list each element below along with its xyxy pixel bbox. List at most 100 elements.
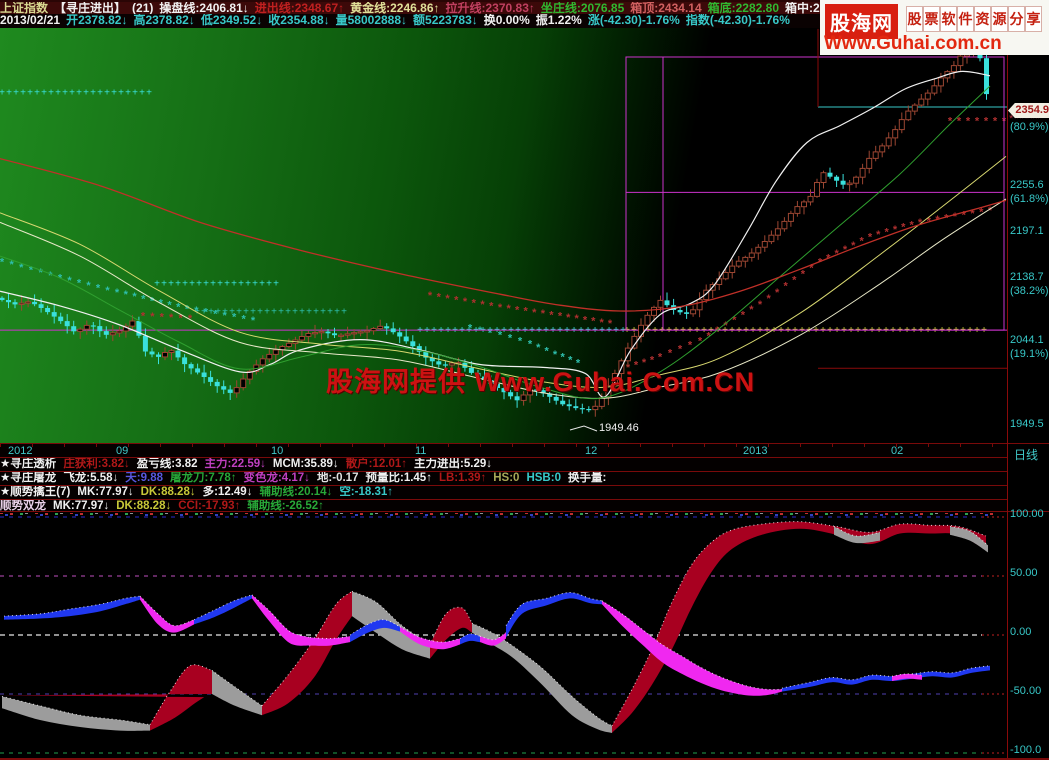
- svg-text:*: *: [893, 224, 898, 236]
- svg-text:*: *: [488, 327, 493, 339]
- quote-indicator-value: 上证指数: [0, 1, 49, 15]
- svg-text:*: *: [966, 116, 971, 128]
- indicator-row-2[interactable]: ★顺势擒王(7) MK:77.97↓ DK:88.28↓ 多:12.49↓ 辅助线:20…: [0, 485, 1007, 499]
- quote-indicator-value: 黄金线:2246.86↑: [350, 1, 440, 15]
- oscillator-axis-label: 100.00: [1010, 508, 1044, 520]
- logo-tagline-char: 分: [1008, 6, 1025, 32]
- x-axis-label[interactable]: 12: [585, 445, 598, 457]
- price-axis-label: 2197.1: [1010, 225, 1044, 237]
- oscillator-axis-label: -100.0: [1010, 744, 1042, 756]
- svg-text:*: *: [541, 308, 546, 320]
- svg-text:*: *: [650, 354, 655, 366]
- x-axis-label[interactable]: 2013: [743, 445, 768, 457]
- logo-tagline: 股票软件资源分享: [906, 6, 1046, 32]
- quote-ohlc-value: 量58002888↓: [335, 14, 408, 27]
- svg-text:*: *: [851, 240, 856, 252]
- svg-text:*: *: [194, 305, 199, 317]
- svg-text:*: *: [784, 281, 789, 293]
- indicator-value: 屠龙刀:7.78↑: [170, 472, 237, 484]
- slow-ma-2: [0, 198, 1007, 399]
- indicator-value: HSB:0: [526, 472, 561, 484]
- svg-text:+: +: [97, 87, 103, 98]
- x-axis-label[interactable]: 10: [271, 445, 284, 457]
- svg-text:*: *: [948, 116, 953, 128]
- quote-ohlc-value: 收2354.88↓: [268, 14, 330, 27]
- svg-text:*: *: [223, 310, 228, 322]
- svg-text:+: +: [292, 307, 298, 318]
- indicator-value: 空:-18.31↑: [339, 486, 393, 498]
- svg-text:+: +: [125, 87, 131, 98]
- svg-text:+: +: [208, 307, 214, 318]
- price-axis-label: 2255.6: [1010, 179, 1044, 191]
- svg-text:+: +: [27, 87, 33, 98]
- svg-text:+: +: [245, 279, 251, 290]
- main-chart-canvas[interactable]: + + + + + + + + + + + + + + + + + + + + + ++ + + + + + + + + + + + + + + + + +…: [0, 28, 1007, 443]
- indicator-row-1[interactable]: ★寻庄屠龙 飞龙:5.58↓ 天:9.88 屠龙刀:7.78↑ 变色龙:4.17↓ 地:-…: [0, 471, 1007, 485]
- indicator-value: MK:77.97↓: [53, 500, 110, 512]
- pane-border: [0, 443, 1049, 444]
- svg-text:+: +: [215, 307, 221, 318]
- oscillator-canvas[interactable]: [0, 511, 1007, 758]
- svg-text:+: +: [210, 279, 216, 290]
- svg-text:+: +: [278, 307, 284, 318]
- svg-text:*: *: [241, 313, 246, 325]
- svg-text:*: *: [141, 311, 146, 323]
- oscillator-pane[interactable]: [0, 511, 1007, 758]
- svg-text:*: *: [29, 265, 34, 277]
- svg-text:*: *: [885, 227, 890, 239]
- svg-text:*: *: [576, 358, 581, 370]
- svg-text:*: *: [472, 298, 477, 310]
- svg-text:*: *: [67, 275, 72, 287]
- svg-text:*: *: [132, 291, 137, 303]
- svg-text:+: +: [327, 307, 333, 318]
- x-axis-label[interactable]: 02: [891, 445, 904, 457]
- svg-text:*: *: [608, 318, 613, 330]
- indicator-value: 换手量:: [567, 472, 607, 484]
- main-price-axis: [1007, 28, 1049, 443]
- svg-text:*: *: [979, 207, 984, 219]
- indicator-value: 主力进出:5.29↓: [414, 458, 493, 470]
- svg-text:+: +: [34, 87, 40, 98]
- svg-text:+: +: [13, 87, 19, 98]
- svg-text:+: +: [236, 307, 242, 318]
- svg-text:+: +: [69, 87, 75, 98]
- ma-lines: [0, 70, 1007, 400]
- svg-text:*: *: [566, 312, 571, 324]
- x-axis-label[interactable]: 2012: [8, 445, 33, 457]
- quote-indicator-value: 坐庄线:2076.85: [540, 1, 625, 15]
- main-candlestick-chart[interactable]: + + + + + + + + + + + + + + + + + + + + + + + + + + + + + + + + + + + + + + + +…: [0, 28, 1007, 443]
- svg-text:+: +: [146, 87, 152, 98]
- svg-text:+: +: [0, 87, 5, 98]
- svg-text:*: *: [437, 292, 442, 304]
- svg-text:*: *: [124, 289, 129, 301]
- svg-text:*: *: [749, 304, 754, 316]
- indicator-value: CCI:-17.93↑: [178, 500, 241, 512]
- svg-text:*: *: [568, 355, 573, 367]
- indicator-row-3[interactable]: 顺势双龙 MK:77.97↓ DK:88.28↓ CCI:-17.93↑ 辅助线:-26…: [0, 499, 1007, 513]
- indicator-value: 地:-0.17: [316, 472, 359, 484]
- x-axis-label[interactable]: 09: [116, 445, 129, 457]
- svg-text:*: *: [188, 313, 193, 325]
- svg-text:*: *: [591, 316, 596, 328]
- svg-text:+: +: [320, 307, 326, 318]
- x-axis-label[interactable]: 11: [415, 445, 427, 457]
- svg-text:+: +: [313, 307, 319, 318]
- svg-text:*: *: [213, 308, 218, 320]
- svg-text:+: +: [257, 307, 263, 318]
- star-chains: * * * * * * * * * * * * * * * * * * * * * * * * * * * * * * * * * * * * * * * *…: [0, 116, 1007, 374]
- svg-text:*: *: [141, 293, 146, 305]
- period-label[interactable]: 日线: [1014, 448, 1039, 462]
- svg-text:*: *: [468, 322, 473, 334]
- svg-text:*: *: [160, 312, 165, 324]
- svg-text:*: *: [489, 300, 494, 312]
- svg-text:+: +: [243, 307, 249, 318]
- svg-text:*: *: [498, 330, 503, 342]
- indicator-row-0[interactable]: ★寻庄透析 庄获利:3.82↓ 盈亏线:3.82 主力:22.59↓ MCM:35.89…: [0, 457, 1007, 471]
- svg-text:+: +: [217, 279, 223, 290]
- plus-mark-rows: + + + + + + + + + + + + + + + + + + + + + ++ + + + + + + + + + + + + + + + + +…: [0, 87, 987, 335]
- price-axis-label: 1949.5: [1010, 418, 1044, 430]
- svg-text:+: +: [175, 279, 181, 290]
- indicator-value: HS:0: [493, 472, 520, 484]
- site-logo[interactable]: 股海网 股票软件资源分享 Www.Guhai.com.cn: [820, 0, 1049, 55]
- svg-text:*: *: [506, 303, 511, 315]
